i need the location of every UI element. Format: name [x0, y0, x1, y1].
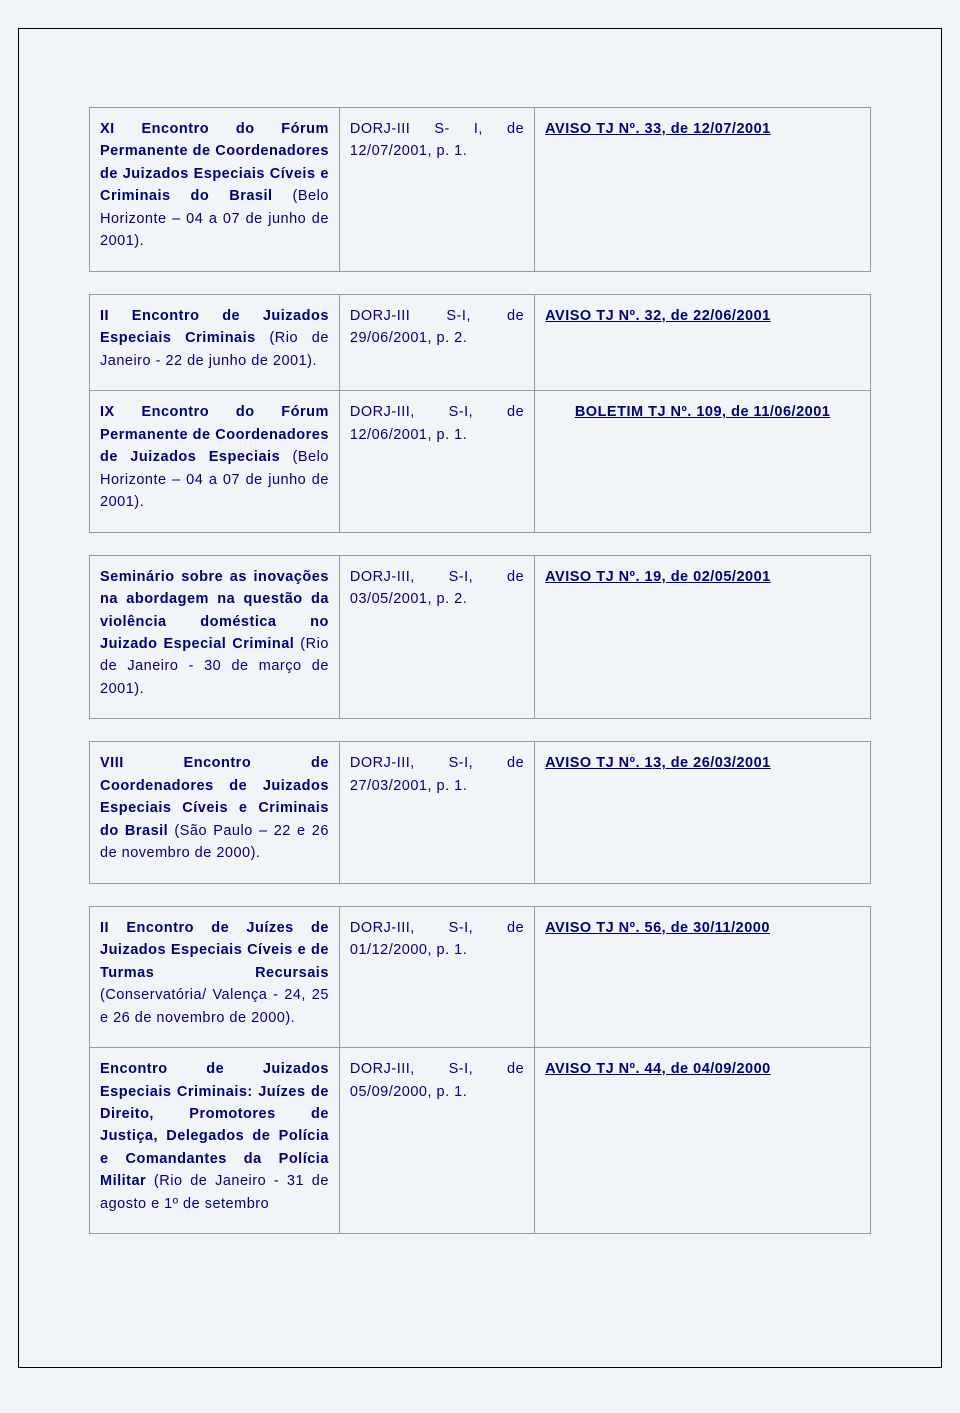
data-table: VIII Encontro de Coordenadores de Juizad… [89, 741, 871, 883]
blocks-container: XI Encontro do Fórum Permanente de Coord… [89, 107, 871, 1234]
table-block: Seminário sobre as inovações na abordage… [89, 555, 871, 720]
event-description-cell: XI Encontro do Fórum Permanente de Coord… [90, 108, 340, 272]
event-detail: (Conservatória/ Valença - 24, 25 e 26 de… [100, 987, 329, 1025]
publication-cell: DORJ-III, S-I, de 05/09/2000, p. 1. [339, 1048, 534, 1234]
table-block: XI Encontro do Fórum Permanente de Coord… [89, 107, 871, 272]
publication-cell: DORJ-III S-I, de 29/06/2001, p. 2. [339, 294, 534, 390]
publication-cell: DORJ-III, S-I, de 03/05/2001, p. 2. [339, 555, 534, 719]
reference-link[interactable]: AVISO TJ Nº. 19, de 02/05/2001 [545, 569, 771, 585]
reference-cell: AVISO TJ Nº. 13, de 26/03/2001 [535, 742, 871, 883]
event-description-cell: II Encontro de Juízes de Juizados Especi… [90, 906, 340, 1047]
publication-cell: DORJ-III, S-I, de 27/03/2001, p. 1. [339, 742, 534, 883]
reference-link[interactable]: AVISO TJ Nº. 56, de 30/11/2000 [545, 920, 770, 936]
table-block: II Encontro de Juízes de Juizados Especi… [89, 906, 871, 1235]
page: XI Encontro do Fórum Permanente de Coord… [0, 0, 960, 1413]
event-description-cell: Encontro de Juizados Especiais Criminais… [90, 1048, 340, 1234]
document-frame: XI Encontro do Fórum Permanente de Coord… [18, 28, 942, 1368]
table-block: II Encontro de Juizados Especiais Crimin… [89, 294, 871, 533]
table-row: II Encontro de Juízes de Juizados Especi… [90, 906, 871, 1047]
reference-link[interactable]: BOLETIM TJ Nº. 109, de 11/06/2001 [575, 404, 831, 420]
reference-link[interactable]: AVISO TJ Nº. 44, de 04/09/2000 [545, 1061, 771, 1077]
data-table: XI Encontro do Fórum Permanente de Coord… [89, 107, 871, 272]
publication-cell: DORJ-III, S-I, de 01/12/2000, p. 1. [339, 906, 534, 1047]
reference-cell: AVISO TJ Nº. 44, de 04/09/2000 [535, 1048, 871, 1234]
event-title: II Encontro de Juízes de Juizados Especi… [100, 920, 329, 981]
publication-cell: DORJ-III, S-I, de 12/06/2001, p. 1. [339, 391, 534, 532]
data-table: Seminário sobre as inovações na abordage… [89, 555, 871, 720]
reference-cell: AVISO TJ Nº. 32, de 22/06/2001 [535, 294, 871, 390]
table-row: VIII Encontro de Coordenadores de Juizad… [90, 742, 871, 883]
table-row: Encontro de Juizados Especiais Criminais… [90, 1048, 871, 1234]
reference-cell: AVISO TJ Nº. 33, de 12/07/2001 [535, 108, 871, 272]
reference-link[interactable]: AVISO TJ Nº. 13, de 26/03/2001 [545, 755, 771, 771]
data-table: II Encontro de Juízes de Juizados Especi… [89, 906, 871, 1235]
table-row: IX Encontro do Fórum Permanente de Coord… [90, 391, 871, 532]
table-row: XI Encontro do Fórum Permanente de Coord… [90, 108, 871, 272]
publication-cell: DORJ-III S- I, de 12/07/2001, p. 1. [339, 108, 534, 272]
reference-cell: BOLETIM TJ Nº. 109, de 11/06/2001 [535, 391, 871, 532]
data-table: II Encontro de Juizados Especiais Crimin… [89, 294, 871, 533]
event-description-cell: VIII Encontro de Coordenadores de Juizad… [90, 742, 340, 883]
event-description-cell: II Encontro de Juizados Especiais Crimin… [90, 294, 340, 390]
table-row: Seminário sobre as inovações na abordage… [90, 555, 871, 719]
reference-cell: AVISO TJ Nº. 56, de 30/11/2000 [535, 906, 871, 1047]
table-row: II Encontro de Juizados Especiais Crimin… [90, 294, 871, 390]
event-description-cell: IX Encontro do Fórum Permanente de Coord… [90, 391, 340, 532]
reference-link[interactable]: AVISO TJ Nº. 33, de 12/07/2001 [545, 121, 771, 137]
reference-link[interactable]: AVISO TJ Nº. 32, de 22/06/2001 [545, 308, 771, 324]
reference-cell: AVISO TJ Nº. 19, de 02/05/2001 [535, 555, 871, 719]
table-block: VIII Encontro de Coordenadores de Juizad… [89, 741, 871, 883]
event-description-cell: Seminário sobre as inovações na abordage… [90, 555, 340, 719]
event-title: Encontro de Juizados Especiais Criminais… [100, 1061, 329, 1189]
